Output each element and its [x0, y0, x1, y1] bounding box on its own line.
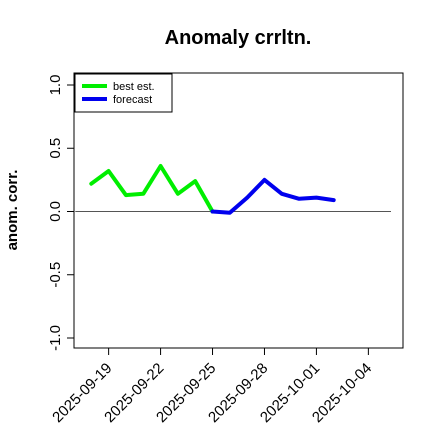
y-tick-label: 0.0 [47, 201, 64, 222]
y-tick-label: -1.0 [47, 325, 64, 351]
chart-title: Anomaly crrltn. [165, 27, 312, 49]
y-tick-label: 1.0 [47, 75, 64, 96]
y-tick-label: -0.5 [47, 262, 64, 288]
legend-box [75, 74, 172, 112]
y-tick-label: 0.5 [47, 138, 64, 159]
y-axis-label: anom. corr. [4, 170, 21, 251]
legend-label: best est. [113, 81, 155, 93]
legend-label: forecast [113, 94, 152, 106]
